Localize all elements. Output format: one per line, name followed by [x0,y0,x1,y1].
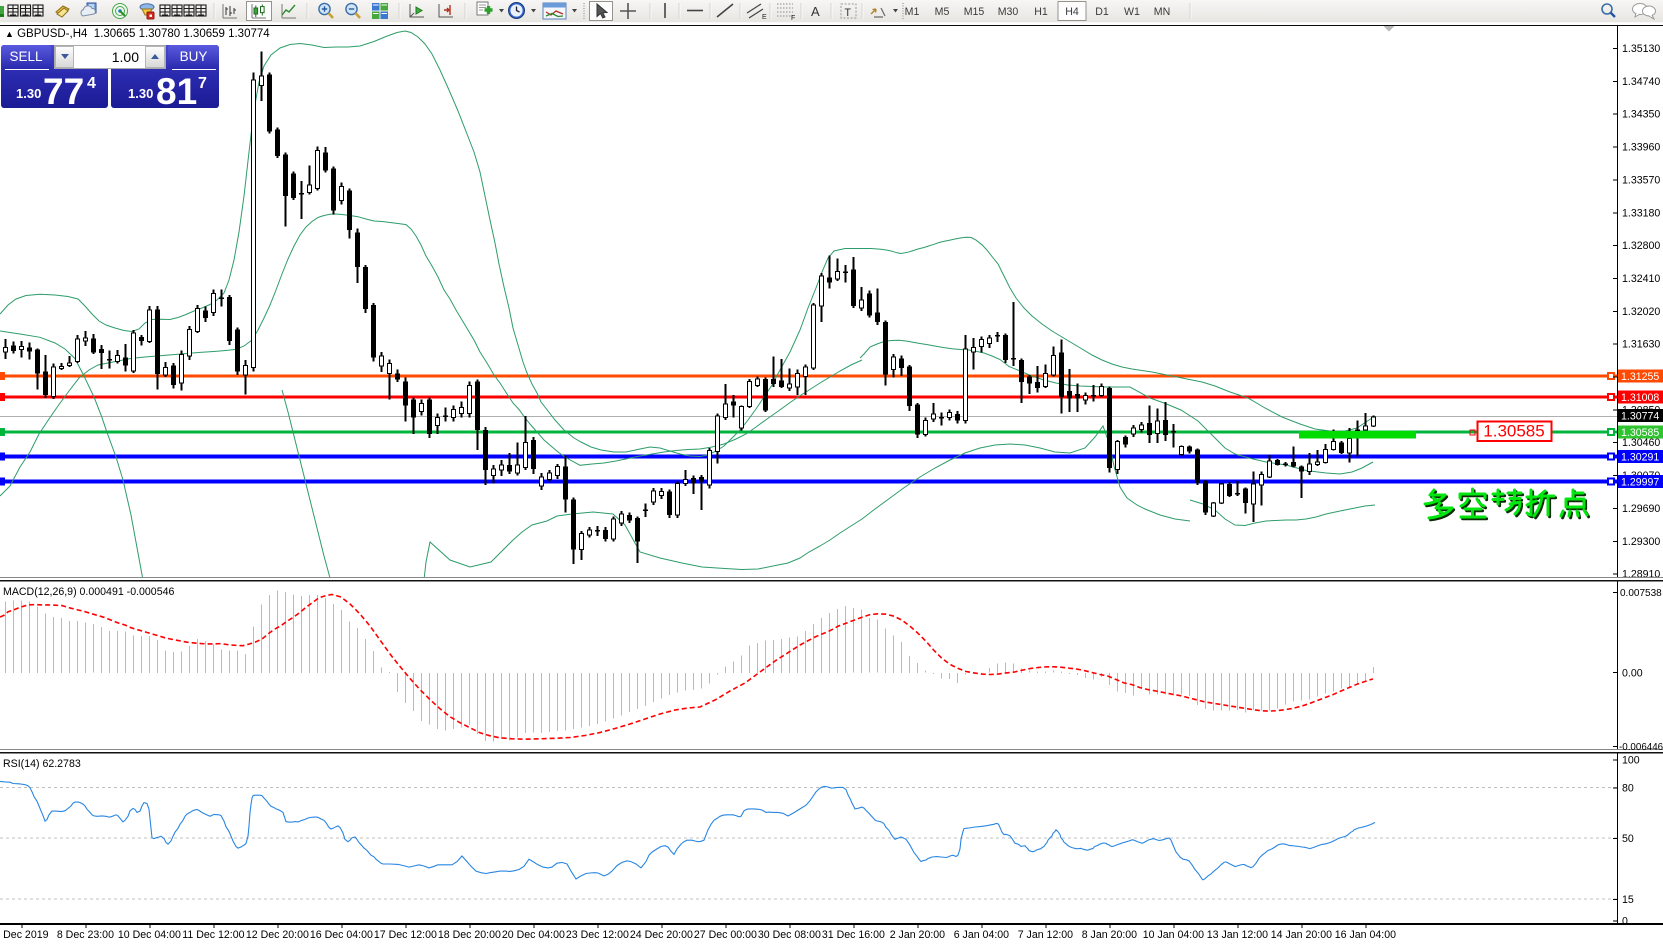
svg-text:24 Dec 20:00: 24 Dec 20:00 [630,929,693,941]
svg-text:5 Dec 2019: 5 Dec 2019 [0,929,49,941]
svg-text:80: 80 [1622,783,1634,795]
svg-text:27 Dec 00:00: 27 Dec 00:00 [694,929,757,941]
svg-text:1.33180: 1.33180 [1622,207,1660,219]
svg-text:1.29690: 1.29690 [1622,503,1660,515]
svg-text:1.34740: 1.34740 [1622,76,1660,88]
svg-text:15: 15 [1622,894,1634,906]
svg-text:MN: MN [1154,6,1170,18]
svg-text:17 Dec 12:00: 17 Dec 12:00 [374,929,437,941]
svg-text:M1: M1 [905,6,920,18]
svg-text:6 Jan 04:00: 6 Jan 04:00 [954,929,1009,941]
svg-text:31 Dec 16:00: 31 Dec 16:00 [822,929,885,941]
svg-text:1.33570: 1.33570 [1622,174,1660,186]
svg-text:30 Dec 08:00: 30 Dec 08:00 [758,929,821,941]
svg-text:100: 100 [1622,755,1640,767]
svg-text:D1: D1 [1095,6,1109,18]
svg-text:8 Dec 23:00: 8 Dec 23:00 [57,929,114,941]
svg-text:1.32410: 1.32410 [1622,273,1660,285]
svg-text:1.30774: 1.30774 [1621,411,1659,423]
svg-text:16 Jan 04:00: 16 Jan 04:00 [1335,929,1396,941]
svg-text:1.31255: 1.31255 [1621,371,1659,383]
svg-text:1.31630: 1.31630 [1622,339,1660,351]
svg-text:H4: H4 [1065,6,1079,18]
svg-text:1.29997: 1.29997 [1621,477,1659,489]
svg-text:E: E [762,14,767,21]
svg-text:1.29300: 1.29300 [1622,536,1660,548]
svg-text:1.32800: 1.32800 [1622,240,1660,252]
svg-text:1.35130: 1.35130 [1622,43,1660,55]
svg-text:1.30585: 1.30585 [1621,427,1659,439]
svg-text:MACD(12,26,9) 0.000491 -0.0005: MACD(12,26,9) 0.000491 -0.000546 [3,586,174,598]
svg-text:13 Jan 12:00: 13 Jan 12:00 [1207,929,1268,941]
svg-text:23 Dec 12:00: 23 Dec 12:00 [566,929,629,941]
svg-text:8 Jan 20:00: 8 Jan 20:00 [1082,929,1137,941]
svg-text:T: T [845,7,852,19]
svg-text:M30: M30 [998,6,1019,18]
svg-text:RSI(14) 62.2783: RSI(14) 62.2783 [3,758,81,770]
svg-text:0.007538: 0.007538 [1620,588,1662,599]
svg-text:H1: H1 [1034,6,1048,18]
svg-text:0.00: 0.00 [1622,668,1643,680]
svg-text:1.31008: 1.31008 [1621,392,1659,404]
svg-text:W1: W1 [1124,6,1140,18]
svg-text:12 Dec 20:00: 12 Dec 20:00 [246,929,309,941]
svg-text:20 Dec 04:00: 20 Dec 04:00 [502,929,565,941]
svg-text:50: 50 [1622,833,1634,845]
svg-text:14 Jan 20:00: 14 Jan 20:00 [1271,929,1332,941]
svg-text:16 Dec 04:00: 16 Dec 04:00 [310,929,373,941]
svg-text:18 Dec 20:00: 18 Dec 20:00 [438,929,501,941]
svg-text:A: A [811,4,820,19]
svg-text:7 Jan 12:00: 7 Jan 12:00 [1018,929,1073,941]
svg-text:M5: M5 [935,6,950,18]
svg-text:2 Jan 20:00: 2 Jan 20:00 [890,929,945,941]
svg-text:1.34350: 1.34350 [1622,109,1660,121]
svg-text:1.32020: 1.32020 [1622,306,1660,318]
svg-text:1.30585: 1.30585 [1483,422,1544,441]
svg-text:1.30291: 1.30291 [1621,452,1659,464]
svg-text:0: 0 [1622,916,1628,928]
svg-text:11 Dec 12:00: 11 Dec 12:00 [182,929,244,941]
svg-text:M15: M15 [964,6,985,18]
svg-text:F: F [791,15,795,22]
svg-text:1.30460: 1.30460 [1622,437,1660,449]
svg-text:-0.006446: -0.006446 [1619,742,1663,753]
svg-text:10 Dec 04:00: 10 Dec 04:00 [118,929,181,941]
svg-text:10 Jan 04:00: 10 Jan 04:00 [1143,929,1204,941]
svg-text:1.33960: 1.33960 [1622,142,1660,154]
